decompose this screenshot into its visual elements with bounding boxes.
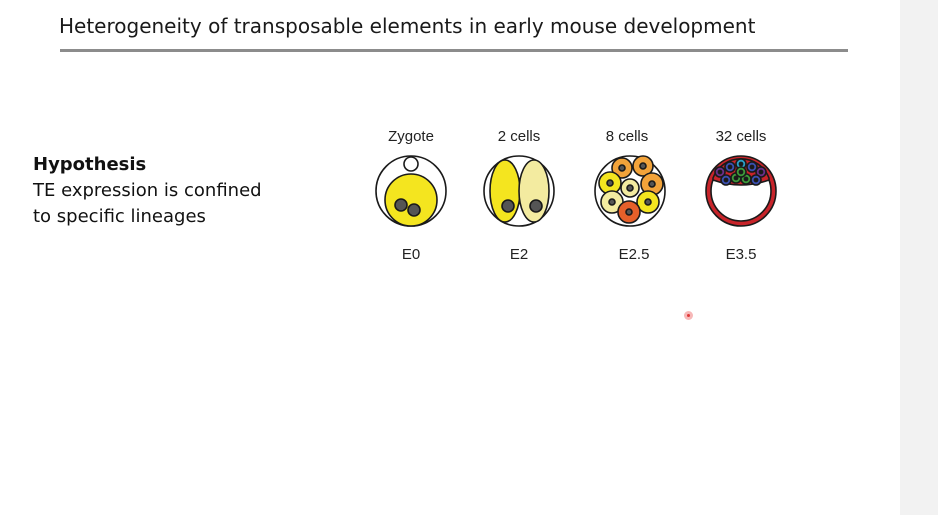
stage-day-e0: E0 (401, 246, 421, 263)
title-divider (60, 49, 848, 52)
zygote-embryo (375, 155, 447, 227)
stage-day-e2: E2 (509, 246, 529, 263)
slide-title: Heterogeneity of transposable elements i… (59, 14, 756, 38)
window-edge (900, 0, 938, 515)
eight-cell-embryo (594, 155, 666, 227)
hypothesis-text-line-2: to specific lineages (33, 206, 206, 227)
stage-label-zygote: Zygote (388, 128, 434, 145)
embryo-stages-diagram (375, 155, 777, 227)
two-cell-embryo (483, 155, 555, 227)
thirty-two-cell-blastocyst (705, 155, 777, 227)
laser-pointer-dot (684, 311, 693, 320)
stage-label-2-cells: 2 cells (497, 128, 541, 145)
stage-day-e2-5: E2.5 (618, 246, 650, 263)
hypothesis-block: Hypothesis TE expression is confined to … (33, 152, 262, 230)
stage-label-8-cells: 8 cells (605, 128, 649, 145)
stage-label-32-cells: 32 cells (715, 128, 767, 145)
hypothesis-text-line-1: TE expression is confined (33, 180, 262, 201)
hypothesis-heading: Hypothesis (33, 154, 147, 175)
stage-day-e3-5: E3.5 (725, 246, 757, 263)
